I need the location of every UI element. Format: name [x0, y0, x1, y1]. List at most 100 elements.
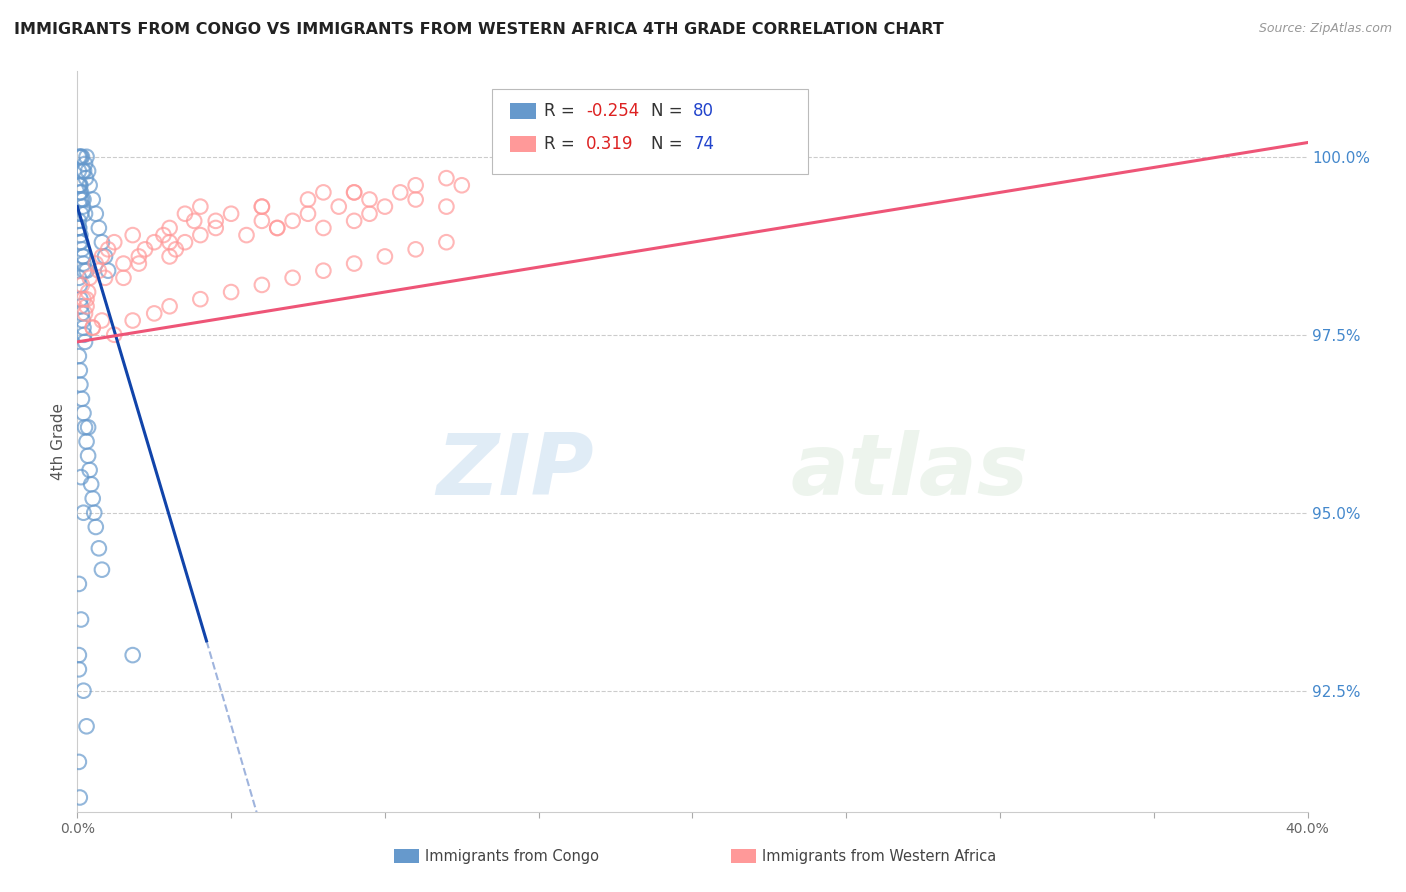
- Point: [103, 235, 125, 250]
- Point: [67, 577, 90, 591]
- Point: [70, 186, 93, 200]
- Point: [73, 420, 96, 434]
- Point: [72, 313, 94, 327]
- Point: [84, 256, 107, 270]
- Point: [389, 186, 412, 200]
- Point: [204, 214, 226, 228]
- Text: N =: N =: [651, 102, 688, 120]
- Point: [112, 256, 135, 270]
- Text: 74: 74: [693, 135, 714, 153]
- Point: [143, 306, 166, 320]
- Point: [79, 463, 101, 477]
- Point: [70, 150, 93, 164]
- Point: [69, 193, 91, 207]
- Point: [73, 263, 96, 277]
- Point: [72, 683, 94, 698]
- Point: [250, 214, 273, 228]
- Point: [67, 164, 90, 178]
- Point: [69, 178, 91, 193]
- Point: [72, 193, 94, 207]
- Point: [405, 178, 427, 193]
- Point: [67, 221, 90, 235]
- Point: [174, 235, 197, 250]
- Text: Immigrants from Congo: Immigrants from Congo: [425, 849, 599, 863]
- Point: [70, 243, 93, 257]
- Point: [72, 200, 94, 214]
- Point: [128, 250, 150, 264]
- Point: [281, 270, 304, 285]
- Point: [84, 207, 107, 221]
- Point: [82, 320, 104, 334]
- Point: [312, 263, 335, 277]
- Point: [70, 470, 93, 484]
- Point: [374, 250, 396, 264]
- Point: [69, 186, 91, 200]
- Point: [70, 207, 93, 221]
- Point: [69, 178, 91, 193]
- Point: [67, 214, 90, 228]
- Point: [374, 200, 396, 214]
- Point: [134, 243, 156, 257]
- Text: Immigrants from Western Africa: Immigrants from Western Africa: [762, 849, 997, 863]
- Point: [90, 250, 114, 264]
- Point: [75, 171, 97, 186]
- Text: -0.254: -0.254: [586, 102, 640, 120]
- Point: [79, 178, 101, 193]
- Point: [69, 150, 91, 164]
- Text: IMMIGRANTS FROM CONGO VS IMMIGRANTS FROM WESTERN AFRICA 4TH GRADE CORRELATION CH: IMMIGRANTS FROM CONGO VS IMMIGRANTS FROM…: [14, 22, 943, 37]
- Point: [143, 235, 166, 250]
- Point: [235, 228, 257, 243]
- Text: ZIP: ZIP: [436, 430, 595, 513]
- Point: [69, 377, 91, 392]
- Point: [312, 186, 335, 200]
- Point: [343, 186, 366, 200]
- Point: [250, 200, 273, 214]
- Point: [159, 299, 181, 313]
- Point: [69, 292, 91, 306]
- Point: [250, 200, 273, 214]
- Text: N =: N =: [651, 135, 688, 153]
- Point: [70, 613, 93, 627]
- Point: [70, 193, 93, 207]
- Point: [70, 306, 93, 320]
- Point: [72, 506, 94, 520]
- Point: [80, 477, 103, 491]
- Point: [67, 349, 90, 363]
- Point: [76, 263, 98, 277]
- Point: [159, 250, 181, 264]
- Point: [436, 235, 458, 250]
- Point: [67, 648, 90, 662]
- Point: [152, 228, 174, 243]
- Point: [188, 292, 212, 306]
- Point: [90, 313, 114, 327]
- Point: [297, 193, 319, 207]
- Point: [73, 306, 96, 320]
- Point: [69, 363, 91, 377]
- Point: [69, 790, 91, 805]
- Point: [90, 235, 114, 250]
- Text: atlas: atlas: [792, 430, 1029, 513]
- Point: [67, 178, 90, 193]
- Point: [159, 221, 181, 235]
- Point: [97, 263, 120, 277]
- Point: [72, 320, 94, 334]
- Point: [97, 243, 120, 257]
- Point: [70, 277, 93, 292]
- Point: [73, 157, 96, 171]
- Point: [359, 207, 381, 221]
- Point: [82, 491, 104, 506]
- Point: [121, 228, 143, 243]
- Point: [79, 270, 101, 285]
- Point: [70, 392, 93, 406]
- Point: [405, 243, 427, 257]
- Point: [72, 164, 94, 178]
- Point: [87, 221, 110, 235]
- Point: [128, 256, 150, 270]
- Point: [87, 263, 110, 277]
- Point: [72, 292, 94, 306]
- Point: [67, 221, 90, 235]
- Point: [183, 214, 205, 228]
- Point: [72, 250, 94, 264]
- Point: [188, 228, 212, 243]
- Point: [67, 150, 90, 164]
